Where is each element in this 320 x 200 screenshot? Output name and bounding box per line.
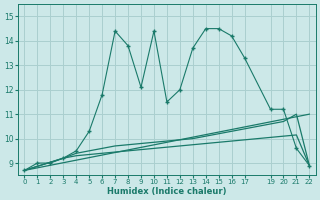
X-axis label: Humidex (Indice chaleur): Humidex (Indice chaleur) xyxy=(107,187,227,196)
